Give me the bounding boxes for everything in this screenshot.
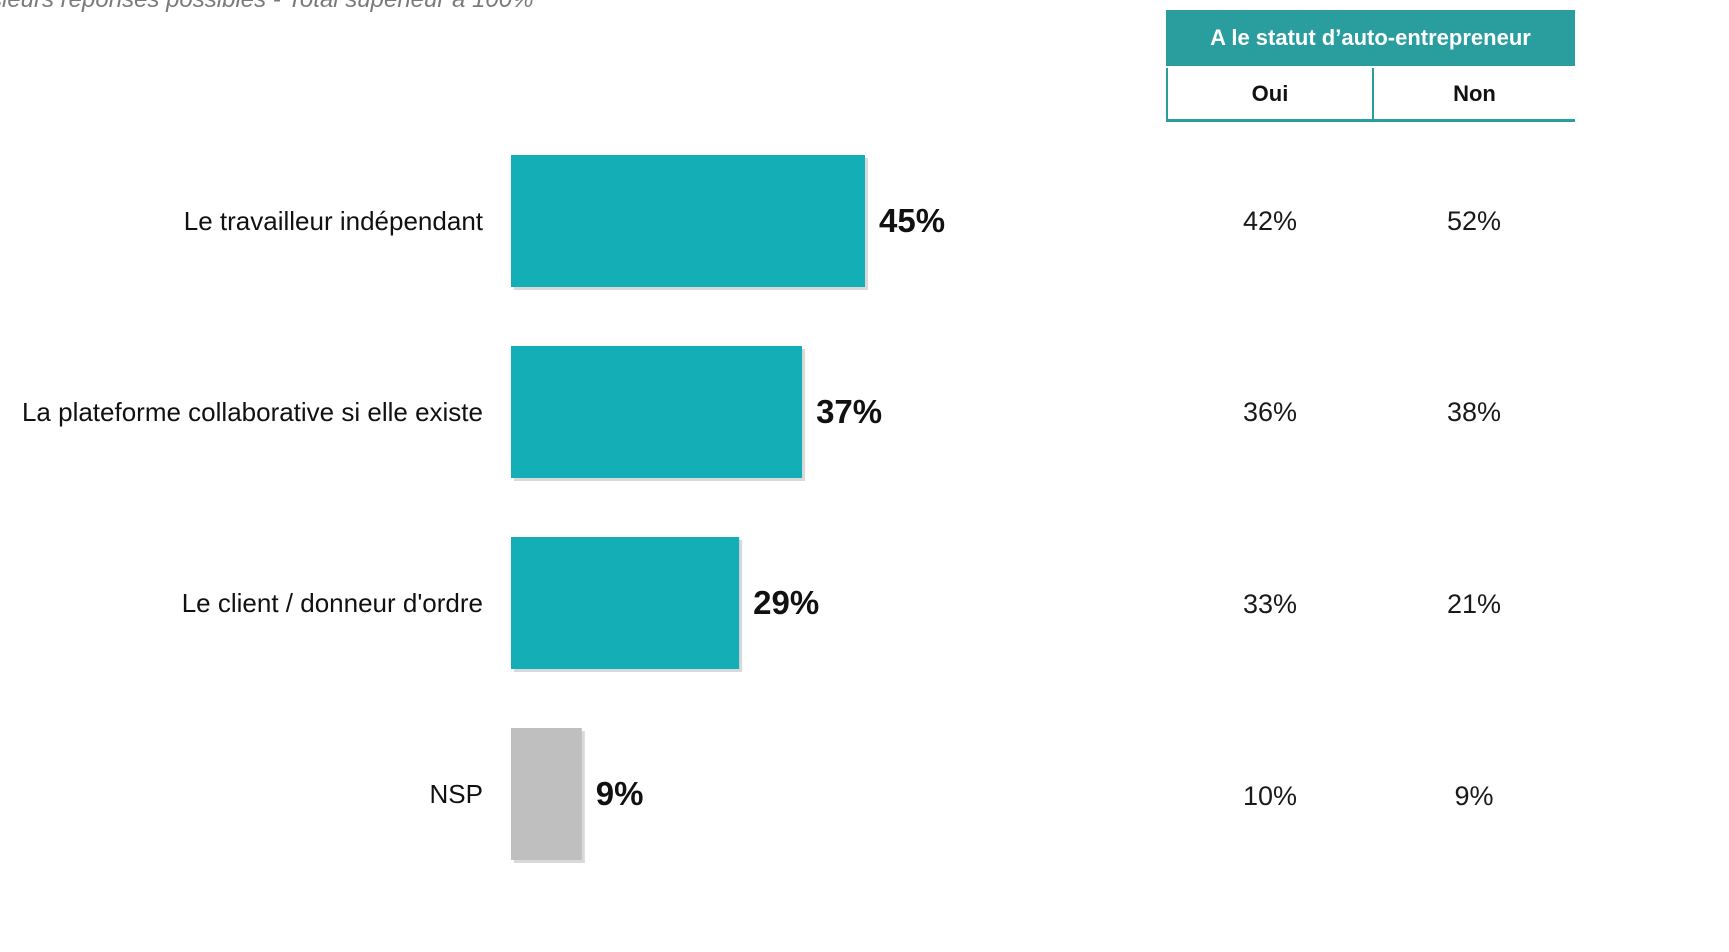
value-label: 29% [753, 584, 819, 621]
table-cell: 10% [1242, 781, 1298, 811]
bar [511, 155, 865, 287]
bar [511, 537, 740, 669]
chart-subtitle: sieurs réponses possibles - Total supéri… [0, 0, 533, 14]
table-cell: 36% [1242, 397, 1298, 427]
value-label: 37% [816, 393, 882, 430]
category-label: La plateforme collaborative si elle exis… [22, 397, 483, 427]
bar [511, 346, 803, 478]
bar [511, 728, 582, 860]
category-label: Le client / donneur d'ordre [182, 588, 483, 618]
category-label: NSP [430, 779, 483, 809]
value-label: 9% [596, 775, 644, 812]
table-cell: 21% [1446, 589, 1502, 619]
value-label: 45% [879, 202, 945, 239]
category-label: Le travailleur indépendant [184, 206, 484, 236]
table-cell: 9% [1454, 781, 1494, 811]
table-cell: 38% [1446, 397, 1502, 427]
table-cell: 42% [1242, 206, 1298, 236]
column-header-oui: Oui [1166, 68, 1372, 122]
table-header: A le statut d’auto-entrepreneur [1166, 10, 1575, 66]
column-header-non: Non [1372, 68, 1575, 122]
table-cell: 33% [1242, 589, 1298, 619]
table-cell: 52% [1446, 206, 1502, 236]
